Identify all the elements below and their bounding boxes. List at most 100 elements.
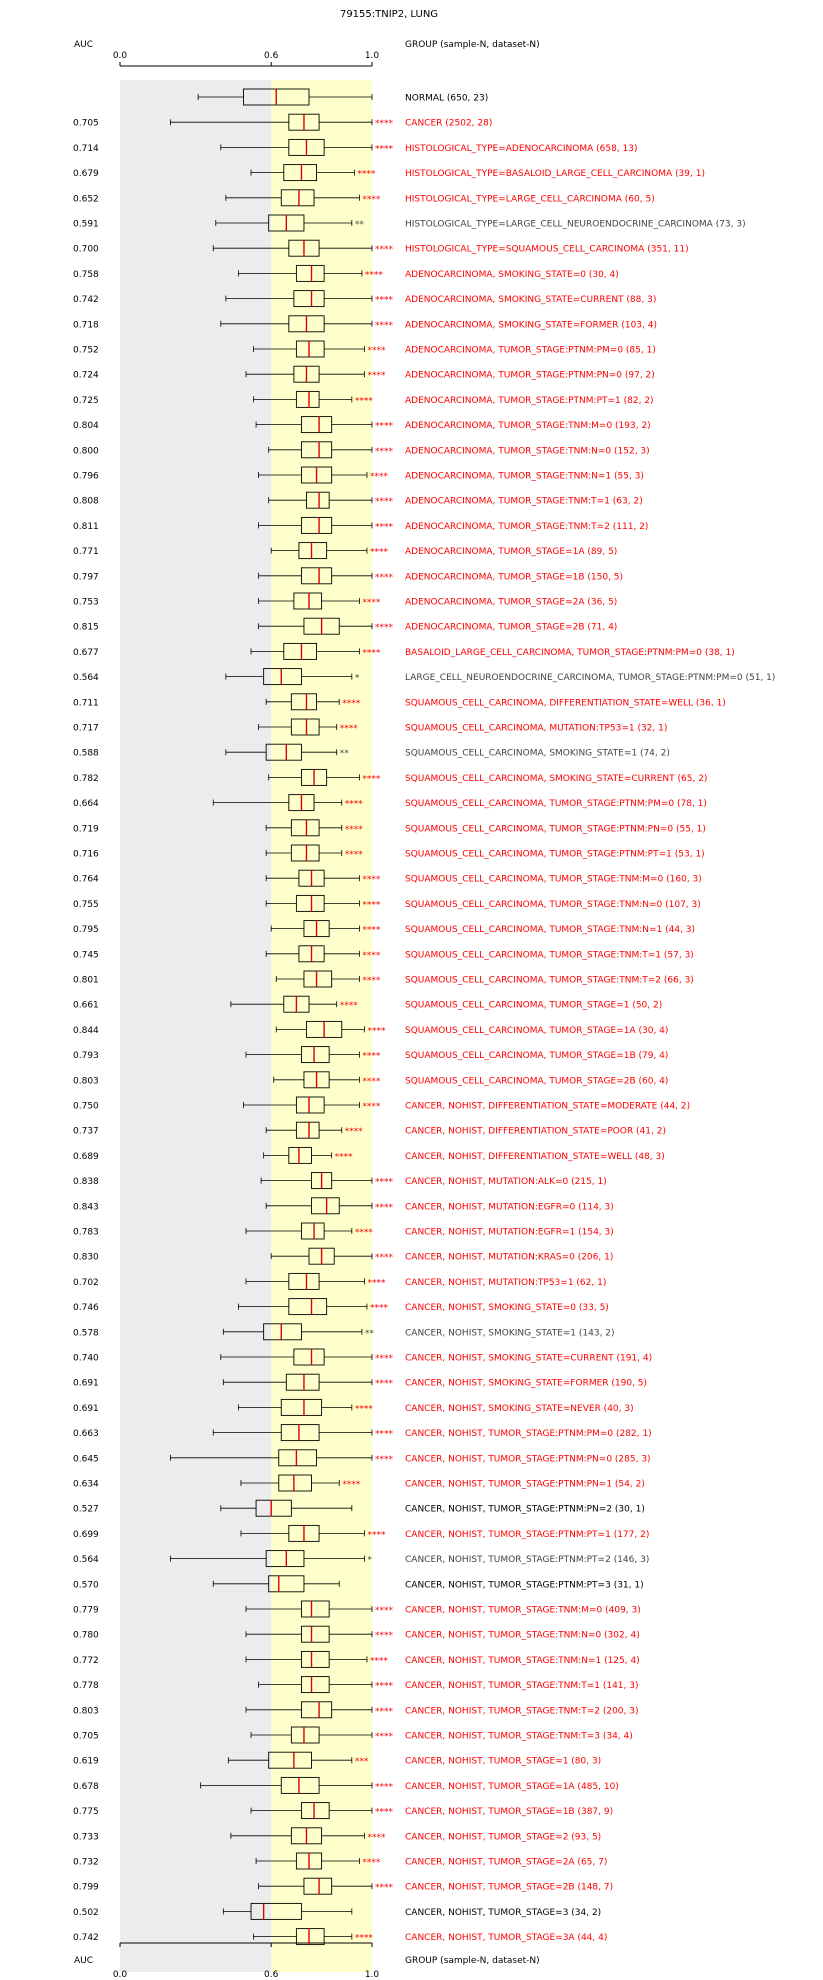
row-73: **** 0.742 CANCER, NOHIST, TUMOR_STAGE=3A … (73, 1928, 607, 1946)
significance-stars: **** (375, 321, 394, 331)
significance-stars: **** (355, 1228, 374, 1238)
significance-stars: **** (362, 598, 381, 608)
box-iqr (263, 1323, 302, 1341)
row-56: 0.527 CANCER, NOHIST, TUMOR_STAGE:PTNM:PN… (73, 1499, 645, 1517)
box-iqr (293, 1348, 325, 1366)
significance-stars: **** (367, 1026, 386, 1036)
auc-value: 0.779 (73, 1606, 99, 1616)
significance-stars: **** (362, 951, 381, 961)
auc-value: 0.772 (73, 1656, 99, 1666)
group-label: CANCER, NOHIST, TUMOR_STAGE:TNM:M=0 (409… (405, 1606, 641, 1616)
box-iqr (290, 844, 320, 862)
group-label: HISTOLOGICAL_TYPE=LARGE_CELL_CARCINOMA (… (405, 194, 655, 204)
row-18: **** 0.771 ADENOCARCINOMA, TUMOR_STAGE=1A … (73, 542, 617, 560)
significance-stars: **** (335, 1152, 354, 1162)
auc-value: 0.753 (73, 598, 99, 608)
significance-stars: **** (367, 1278, 386, 1288)
box-iqr (295, 894, 325, 912)
row-48: **** 0.746 CANCER, NOHIST, SMOKING_STATE=0… (73, 1298, 609, 1316)
row-47: **** 0.702 CANCER, NOHIST, MUTATION:TP53=1… (73, 1272, 606, 1290)
row-60: **** 0.779 CANCER, NOHIST, TUMOR_STAGE:TNM… (73, 1600, 641, 1618)
row-29: **** 0.719 SQUAMOUS_CELL_CARCINOMA, TUMOR_… (73, 819, 706, 837)
auc-value: 0.764 (73, 875, 99, 885)
group-label: SQUAMOUS_CELL_CARCINOMA, TUMOR_STAGE=1B … (405, 1051, 668, 1061)
auc-value: 0.782 (73, 774, 99, 784)
auc-value: 0.752 (73, 346, 99, 356)
auc-value: 0.797 (73, 572, 99, 582)
box-iqr (288, 1272, 320, 1290)
box-iqr (278, 1449, 318, 1467)
group-label: CANCER, NOHIST, TUMOR_STAGE:TNM:N=0 (302… (405, 1631, 640, 1641)
row-65: **** 0.705 CANCER, NOHIST, TUMOR_STAGE:TNM… (73, 1726, 633, 1744)
x-tick-label-top-0: 0.0 (113, 51, 128, 61)
auc-value: 0.732 (73, 1858, 99, 1868)
auc-value: 0.679 (73, 169, 99, 179)
significance-stars: **** (375, 522, 394, 532)
group-label: CANCER, NOHIST, TUMOR_STAGE:PTNM:PM=0 (2… (405, 1429, 652, 1439)
axis-layer: 0.0 0.6 1.0 0.0 0.6 1.0 (113, 51, 380, 1980)
row-28: **** 0.664 SQUAMOUS_CELL_CARCINOMA, TUMOR_… (73, 794, 707, 812)
row-39: **** 0.803 SQUAMOUS_CELL_CARCINOMA, TUMOR_… (73, 1071, 668, 1089)
auc-value: 0.591 (73, 220, 99, 230)
box-iqr (290, 693, 318, 711)
group-label: HISTOLOGICAL_TYPE=LARGE_CELL_NEUROENDOCR… (405, 220, 746, 230)
group-label: CANCER, NOHIST, SMOKING_STATE=1 (143, 2) (405, 1328, 615, 1338)
group-label: SQUAMOUS_CELL_CARCINOMA, DIFFERENTIATION… (405, 698, 726, 708)
group-label: HISTOLOGICAL_TYPE=SQUAMOUS_CELL_CARCINOM… (405, 245, 689, 255)
auc-value: 0.564 (73, 673, 99, 683)
significance-stars: **** (345, 800, 364, 810)
row-15: **** 0.796 ADENOCARCINOMA, TUMOR_STAGE:TNM… (73, 466, 644, 484)
box-iqr (265, 743, 302, 761)
group-label: CANCER, NOHIST, TUMOR_STAGE:PTNM:PN=2 (3… (405, 1505, 645, 1515)
auc-value: 0.745 (73, 950, 99, 960)
box-iqr (300, 1600, 330, 1618)
box-iqr (280, 1424, 320, 1442)
row-32: **** 0.755 SQUAMOUS_CELL_CARCINOMA, TUMOR_… (73, 894, 701, 912)
group-label: BASALOID_LARGE_CELL_CARCINOMA, TUMOR_STA… (405, 648, 735, 658)
significance-stars: *** (355, 1757, 369, 1767)
auc-value: 0.717 (73, 724, 99, 734)
rows-layer: NORMAL (650, 23)****0.705 CANCER (2502, 2… (73, 88, 775, 1946)
auc-value: 0.645 (73, 1454, 99, 1464)
box-iqr (283, 642, 318, 660)
row-51: **** 0.691 CANCER, NOHIST, SMOKING_STATE=F… (73, 1373, 647, 1391)
group-label: ADENOCARCINOMA, TUMOR_STAGE:TNM:N=0 (152… (405, 446, 650, 456)
box-iqr (265, 1550, 305, 1568)
row-33: **** 0.795 SQUAMOUS_CELL_CARCINOMA, TUMOR_… (73, 920, 695, 938)
significance-stars: **** (375, 1808, 394, 1818)
auc-value: 0.691 (73, 1404, 99, 1414)
significance-stars: **** (375, 422, 394, 432)
significance-stars: **** (375, 1379, 394, 1389)
box-iqr (250, 1902, 302, 1920)
group-label: CANCER, NOHIST, TUMOR_STAGE=2A (65, 7) (405, 1858, 607, 1868)
auc-value: 0.711 (73, 698, 99, 708)
row-7: **** 0.758 ADENOCARCINOMA, SMOKING_STATE=0… (73, 264, 619, 282)
auc-value: 0.758 (73, 270, 99, 280)
row-35: **** 0.801 SQUAMOUS_CELL_CARCINOMA, TUMOR_… (73, 970, 694, 988)
box-iqr (300, 516, 333, 534)
significance-stars: **** (375, 144, 394, 154)
group-label: CANCER, NOHIST, TUMOR_STAGE:PTNM:PT=2 (1… (405, 1555, 649, 1565)
group-label: CANCER, NOHIST, TUMOR_STAGE:TNM:T=3 (34,… (405, 1732, 633, 1742)
row-10: **** 0.752 ADENOCARCINOMA, TUMOR_STAGE:PTN… (73, 340, 656, 358)
significance-stars: **** (345, 1127, 364, 1137)
auc-value: 0.725 (73, 396, 99, 406)
group-label: CANCER, NOHIST, TUMOR_STAGE=1A (485, 10) (405, 1782, 619, 1792)
row-41: **** 0.737 CANCER, NOHIST, DIFFERENTIATION… (73, 1121, 666, 1139)
group-label: CANCER (2502, 28) (405, 119, 492, 129)
significance-stars: **** (357, 170, 376, 180)
auc-value: 0.705 (73, 1732, 99, 1742)
group-label: ADENOCARCINOMA, TUMOR_STAGE:TNM:M=0 (193… (405, 421, 651, 431)
significance-stars: **** (375, 1430, 394, 1440)
row-64: **** 0.803 CANCER, NOHIST, TUMOR_STAGE:TNM… (73, 1701, 638, 1719)
box-iqr (303, 970, 333, 988)
significance-stars: **** (375, 1606, 394, 1616)
significance-stars: **** (362, 648, 381, 658)
significance-stars: **** (345, 825, 364, 835)
row-53: **** 0.663 CANCER, NOHIST, TUMOR_STAGE:PTN… (73, 1424, 652, 1442)
box-iqr (300, 1701, 333, 1719)
group-label: SQUAMOUS_CELL_CARCINOMA, TUMOR_STAGE:TNM… (405, 875, 702, 885)
row-5: ** 0.591 HISTOLOGICAL_TYPE=LARGE_CELL_NEUR… (73, 214, 746, 232)
background-layer (120, 80, 372, 1972)
